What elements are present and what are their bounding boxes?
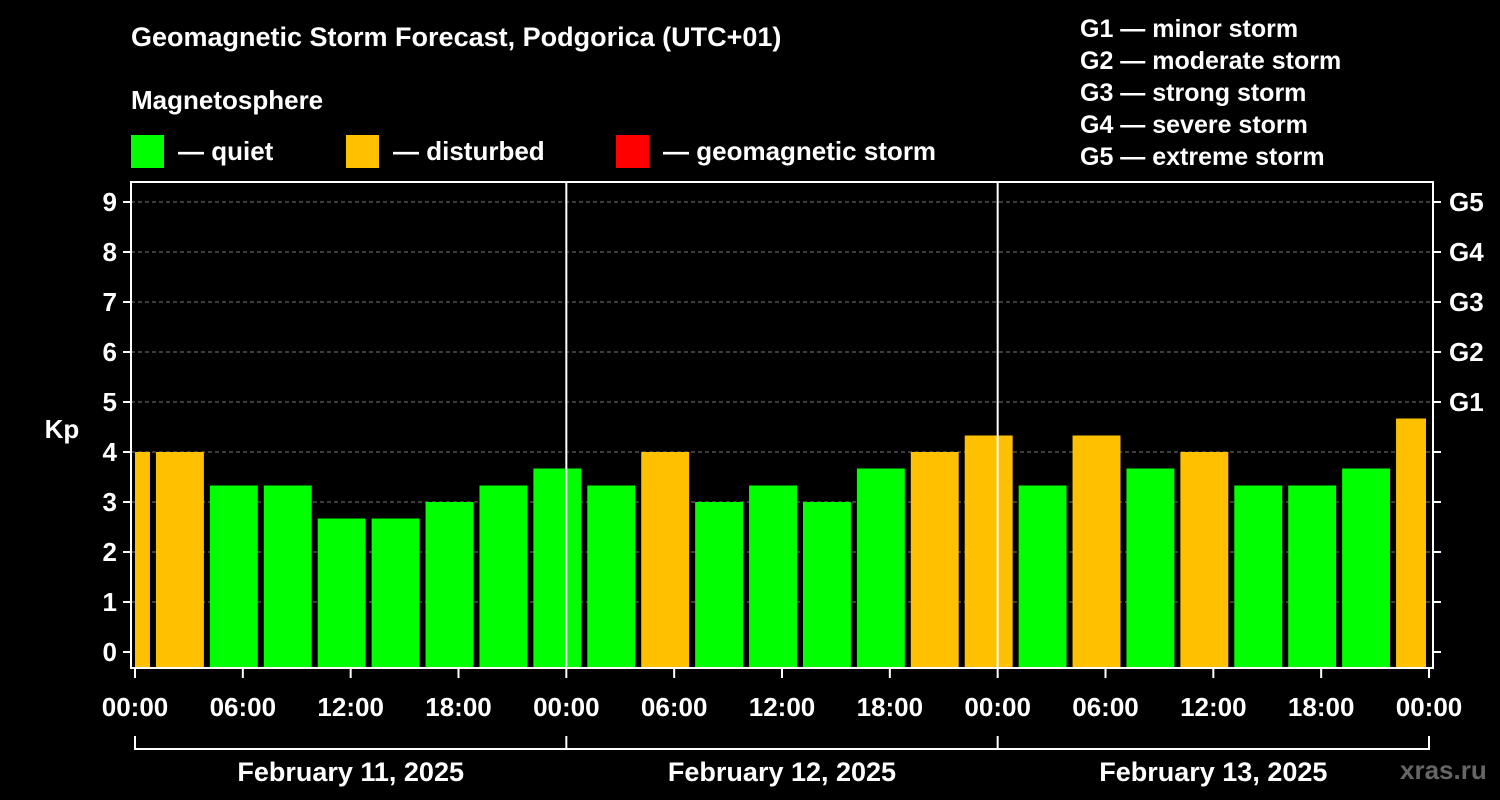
legend-swatch-disturbed bbox=[346, 134, 379, 168]
legend-label-quiet: — quiet bbox=[178, 135, 274, 166]
x-tick-label: 18:00 bbox=[857, 692, 924, 722]
x-tick-label: 12:00 bbox=[1180, 692, 1247, 722]
kp-bar bbox=[587, 485, 636, 668]
kp-bar bbox=[1288, 485, 1337, 668]
kp-bar bbox=[317, 518, 366, 668]
day-label: February 12, 2025 bbox=[668, 757, 896, 787]
legend-swatch-storm bbox=[616, 134, 649, 168]
legend-swatch-quiet bbox=[131, 134, 164, 168]
y-tick-label: 9 bbox=[103, 187, 117, 217]
y-tick-label: 0 bbox=[103, 637, 117, 667]
legend-item-quiet: — quiet bbox=[131, 134, 273, 168]
x-tick-label: 06:00 bbox=[210, 692, 277, 722]
day-label: February 13, 2025 bbox=[1099, 757, 1327, 787]
x-tick-label: 06:00 bbox=[1072, 692, 1139, 722]
right-axis-label: G5 bbox=[1449, 187, 1484, 217]
x-tick-label: 00:00 bbox=[964, 692, 1031, 722]
kp-bar bbox=[1180, 452, 1229, 668]
kp-bar bbox=[155, 452, 204, 668]
right-axis-label: G4 bbox=[1449, 237, 1484, 267]
x-tick-label: 18:00 bbox=[1288, 692, 1355, 722]
magnetosphere-label: Magnetosphere bbox=[131, 85, 324, 115]
kp-bar bbox=[695, 502, 744, 668]
legend-label-disturbed: — disturbed bbox=[393, 135, 545, 166]
kp-bar bbox=[371, 518, 420, 668]
day-label: February 11, 2025 bbox=[237, 757, 464, 787]
kp-bar bbox=[1072, 435, 1121, 668]
kp-bar bbox=[856, 468, 905, 668]
x-tick-label: 18:00 bbox=[425, 692, 492, 722]
kp-bar bbox=[1234, 485, 1283, 668]
x-tick-label: 12:00 bbox=[317, 692, 384, 722]
y-tick-label: 1 bbox=[103, 587, 117, 617]
kp-bar bbox=[1018, 485, 1067, 668]
legend-label-storm: — geomagnetic storm bbox=[663, 135, 937, 166]
kp-bar bbox=[1342, 468, 1391, 668]
y-axis-label: Kp bbox=[45, 414, 80, 444]
kp-bar bbox=[910, 452, 959, 668]
kp-bar bbox=[209, 485, 258, 668]
kp-bar bbox=[425, 502, 474, 668]
storm-scale-g2: G2 — moderate storm bbox=[1080, 47, 1342, 75]
right-axis-label: G3 bbox=[1449, 287, 1484, 317]
storm-scale-g5: G5 — extreme storm bbox=[1080, 143, 1325, 171]
right-axis-label: G2 bbox=[1449, 337, 1484, 367]
y-tick-label: 3 bbox=[103, 487, 117, 517]
x-tick-label: 00:00 bbox=[1396, 692, 1463, 722]
y-tick-label: 5 bbox=[103, 387, 117, 417]
kp-bar bbox=[1126, 468, 1175, 668]
kp-bar bbox=[135, 452, 150, 668]
legend-item-disturbed: — disturbed bbox=[346, 134, 545, 168]
y-tick-label: 4 bbox=[103, 437, 118, 467]
kp-bar bbox=[802, 502, 851, 668]
kp-bar bbox=[1396, 418, 1426, 668]
kp-bar bbox=[533, 468, 582, 668]
y-tick-label: 6 bbox=[103, 337, 117, 367]
x-tick-label: 12:00 bbox=[749, 692, 816, 722]
legend-item-storm: — geomagnetic storm bbox=[616, 134, 936, 168]
x-tick-label: 06:00 bbox=[641, 692, 708, 722]
y-tick-label: 2 bbox=[103, 537, 117, 567]
x-tick-label: 00:00 bbox=[102, 692, 169, 722]
storm-scale-g4: G4 — severe storm bbox=[1080, 111, 1308, 139]
y-tick-label: 8 bbox=[103, 237, 117, 267]
kp-bar bbox=[964, 435, 1013, 668]
right-axis-label: G1 bbox=[1449, 387, 1484, 417]
y-tick-label: 7 bbox=[103, 287, 117, 317]
kp-bar bbox=[749, 485, 797, 668]
x-tick-label: 00:00 bbox=[533, 692, 600, 722]
chart-title: Geomagnetic Storm Forecast, Podgorica (U… bbox=[131, 22, 782, 52]
watermark: xras.ru bbox=[1400, 755, 1487, 785]
kp-bar bbox=[263, 485, 312, 668]
kp-bar bbox=[641, 452, 690, 668]
storm-scale-g3: G3 — strong storm bbox=[1080, 79, 1307, 107]
storm-scale-legend: G1 — minor storm G2 — moderate storm G3 … bbox=[1080, 13, 1341, 173]
storm-scale-g1: G1 — minor storm bbox=[1080, 15, 1299, 43]
kp-bar bbox=[479, 485, 528, 668]
